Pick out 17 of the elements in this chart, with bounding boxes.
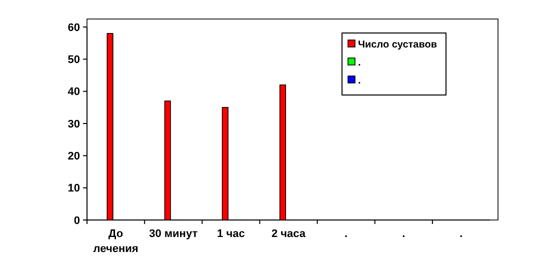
x-tick-label: 1 час	[217, 228, 245, 240]
y-tick-label: 30	[68, 118, 80, 130]
y-tick-label: 20	[68, 150, 80, 163]
x-tick-label: 2 часа	[271, 228, 306, 240]
legend-label: .	[358, 58, 361, 68]
y-tick-label: 0	[74, 214, 80, 227]
y-tick-label: 60	[68, 22, 80, 34]
y-tick-label: 10	[68, 182, 80, 195]
x-tick-label: .	[402, 228, 406, 240]
y-tick-label: 50	[68, 54, 80, 66]
x-tick-label: 30 минут	[149, 228, 198, 240]
x-tick-label: .	[460, 228, 463, 240]
x-tick-label: До лечения	[93, 228, 138, 255]
x-tick-label: .	[344, 228, 348, 240]
y-tick-label: 40	[68, 86, 80, 98]
legend-label: Число суставов	[358, 40, 438, 50]
legend-label: .	[358, 76, 361, 86]
